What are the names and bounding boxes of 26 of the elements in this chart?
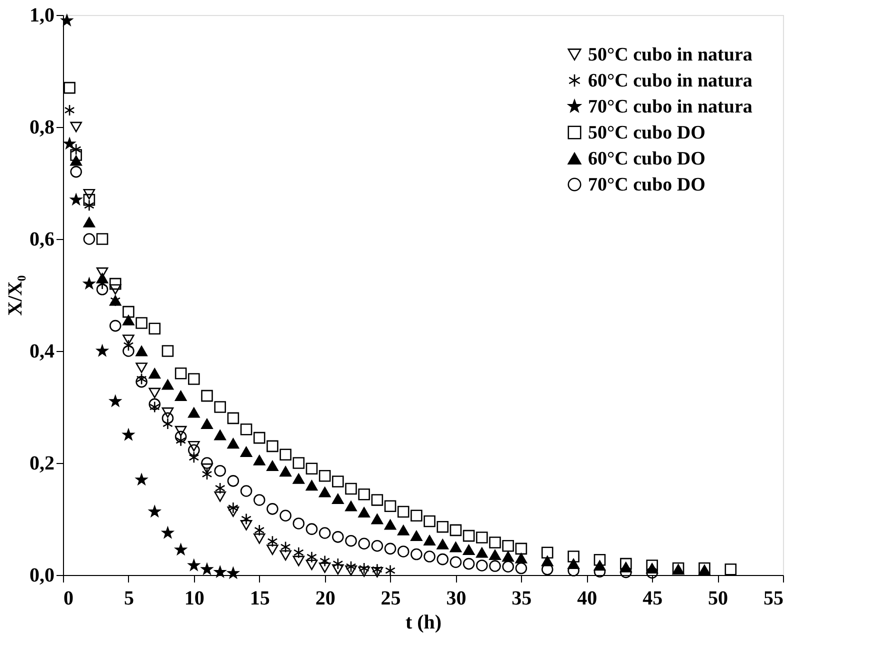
x-tick-label: 35 — [512, 588, 532, 610]
x-tick-label: 25 — [380, 588, 401, 610]
y-tick-label: 0,8 — [30, 116, 54, 138]
legend-label: 70°C cubo DO — [588, 174, 706, 196]
y-tick-label: 0,4 — [30, 340, 54, 362]
legend-label: 50°C cubo DO — [588, 122, 706, 144]
y-tick-label: 0,0 — [30, 564, 54, 586]
x-tick-label: 20 — [315, 588, 336, 610]
y-tick-label: 1,0 — [30, 4, 54, 26]
y-tick-label: 0,6 — [30, 228, 54, 250]
y-tick-label: 0,2 — [30, 452, 54, 474]
x-tick-label: 45 — [642, 588, 663, 610]
legend-label: 60°C cubo DO — [588, 148, 706, 170]
x-tick-label: 40 — [577, 588, 598, 610]
x-tick-label: 30 — [446, 588, 466, 610]
x-tick-label: 55 — [764, 588, 784, 610]
legend-label: 70°C cubo in natura — [588, 96, 753, 118]
legend-label: 50°C cubo in natura — [588, 44, 753, 66]
x-axis-title: t (h) — [405, 612, 442, 634]
x-tick-label: 15 — [250, 588, 270, 610]
x-tick-label: 50 — [708, 588, 728, 610]
x-tick-label: 5 — [124, 588, 134, 610]
x-tick-label: 10 — [184, 588, 204, 610]
y-axis-title: X/X₀ — [4, 275, 26, 316]
x-tick-label: 0 — [64, 588, 74, 610]
legend-label: 60°C cubo in natura — [588, 70, 753, 92]
